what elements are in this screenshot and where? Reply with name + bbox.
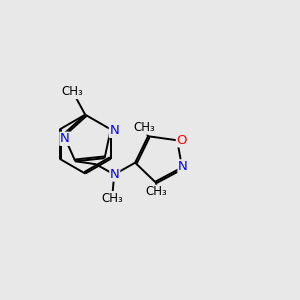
Text: N: N [110, 168, 120, 181]
Text: CH₃: CH₃ [145, 185, 167, 198]
Text: CH₃: CH₃ [133, 121, 155, 134]
Text: CH₃: CH₃ [102, 192, 124, 205]
Text: CH₃: CH₃ [61, 85, 83, 98]
Text: O: O [176, 134, 187, 147]
Text: N: N [178, 160, 188, 173]
Text: N: N [110, 124, 119, 137]
Text: N: N [60, 132, 70, 145]
